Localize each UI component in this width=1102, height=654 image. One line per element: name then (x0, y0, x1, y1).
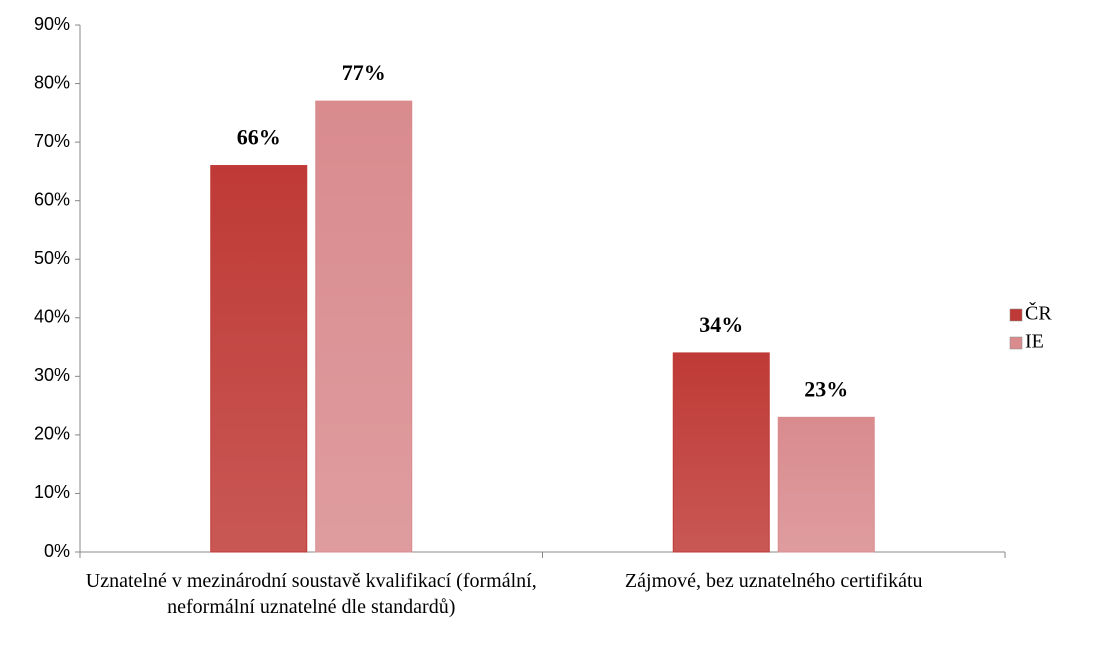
y-tick-label: 50% (34, 248, 70, 268)
y-tick-label: 10% (34, 482, 70, 502)
legend-label: ČR (1025, 301, 1052, 325)
legend-label: IE (1025, 331, 1044, 353)
data-label: 66% (237, 125, 281, 150)
y-tick-label: 0% (44, 541, 70, 561)
x-tick-label: Zájmové, bez uznatelného certifikátu (624, 570, 923, 592)
bar (777, 416, 875, 553)
x-tick-label: Uznatelné v mezinárodní soustavě kvalifi… (85, 570, 537, 618)
y-tick-label: 60% (34, 189, 70, 209)
bar (315, 100, 413, 553)
bar (210, 165, 308, 553)
bar (672, 352, 770, 553)
y-tick-label: 40% (34, 307, 70, 327)
y-tick-label: 70% (34, 131, 70, 151)
y-tick-label: 30% (34, 365, 70, 385)
y-tick-label: 80% (34, 72, 70, 92)
y-tick-label: 20% (34, 424, 70, 444)
legend-swatch (1009, 308, 1023, 322)
data-label: 77% (342, 60, 386, 85)
data-label: 34% (699, 312, 743, 337)
data-label: 23% (804, 376, 848, 401)
y-tick-label: 90% (34, 14, 70, 34)
legend-swatch (1009, 336, 1023, 350)
